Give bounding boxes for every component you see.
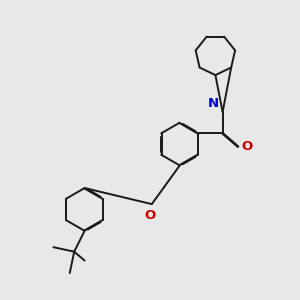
Text: O: O — [145, 209, 156, 222]
Text: N: N — [208, 98, 219, 110]
Text: O: O — [242, 140, 253, 153]
